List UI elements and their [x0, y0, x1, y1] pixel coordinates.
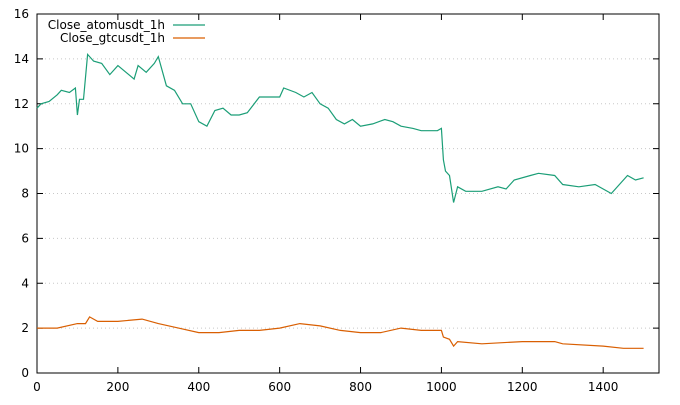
- x-tick-label: 400: [187, 380, 210, 394]
- y-tick-label: 2: [21, 321, 29, 335]
- legend-label: Close_gtcusdt_1h: [60, 31, 165, 45]
- y-tick-label: 12: [14, 97, 29, 111]
- x-tick-label: 200: [106, 380, 129, 394]
- y-tick-label: 0: [21, 366, 29, 380]
- y-tick-label: 4: [21, 276, 29, 290]
- series-line-Close_atomusdt_1h: [36, 52, 644, 203]
- y-tick-label: 16: [14, 7, 29, 21]
- y-tick-label: 14: [14, 52, 29, 66]
- x-tick-label: 800: [349, 380, 372, 394]
- x-tick-label: 1000: [426, 380, 457, 394]
- series-line-Close_gtcusdt_1h: [37, 316, 644, 349]
- legend-label: Close_atomusdt_1h: [48, 18, 165, 32]
- y-tick-label: 8: [21, 187, 29, 201]
- y-tick-label: 10: [14, 142, 29, 156]
- x-tick-label: 1400: [588, 380, 619, 394]
- x-tick-label: 1200: [507, 380, 538, 394]
- plot-frame: [36, 13, 660, 374]
- y-tick-label: 6: [21, 231, 29, 245]
- x-tick-label: 600: [268, 380, 291, 394]
- x-tick-label: 0: [33, 380, 41, 394]
